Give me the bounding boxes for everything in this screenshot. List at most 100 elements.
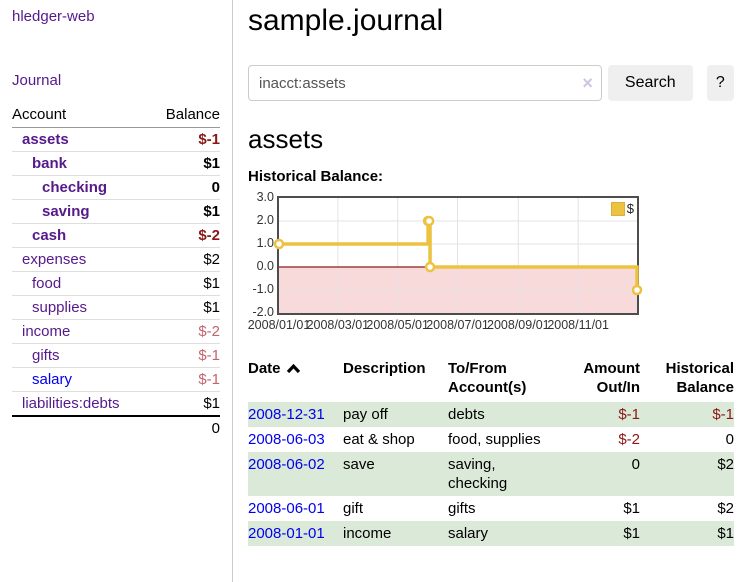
account-balance: $-1 (150, 367, 220, 392)
account-balance: $1 (150, 295, 220, 320)
accounts-total-row: 0 (12, 415, 220, 440)
account-row: cash $-2 (12, 223, 220, 248)
account-link[interactable]: liabilities:debts (22, 395, 120, 412)
register-header-description: Description (343, 360, 426, 377)
transaction-amount: $-1 (556, 402, 640, 427)
account-heading: assets (248, 124, 324, 154)
transaction-description: gift (343, 500, 364, 517)
account-link[interactable]: gifts (32, 347, 60, 364)
transaction-date-link[interactable]: 2008-01-01 (248, 525, 325, 542)
app-title-link[interactable]: hledger-web (12, 8, 95, 25)
transaction-balance: $2 (640, 452, 734, 496)
account-balance: 0 (150, 175, 220, 200)
account-link[interactable]: income (22, 323, 71, 340)
account-row: bank $1 (12, 151, 220, 176)
sidebar: hledger-web Journal Account Balance asse… (0, 0, 233, 582)
account-link[interactable]: assets (22, 131, 69, 148)
y-axis-tick-label: 1.0 (256, 236, 274, 250)
account-link[interactable]: expenses (22, 251, 87, 268)
account-balance: $1 (150, 271, 220, 296)
y-axis-tick-label: 3.0 (256, 190, 274, 204)
transaction-row: 2008-06-01 gift gifts $1 $2 (248, 496, 734, 521)
account-row: food $1 (12, 271, 220, 296)
y-axis-tick-label: -2.0 (252, 305, 274, 319)
chart-title: Historical Balance: (248, 168, 384, 185)
register-header-balance: Historical Balance (665, 360, 734, 396)
main-content: sample.journal × Search ? assets Histori… (248, 0, 734, 546)
chart-canvas (273, 198, 643, 313)
account-link[interactable]: salary (32, 371, 73, 388)
x-axis-tick-label: 2008/09/01 (487, 318, 550, 332)
search-button[interactable]: Search (607, 65, 693, 101)
account-balance: $-2 (150, 319, 220, 344)
legend-swatch-icon (610, 201, 625, 216)
account-row: saving $1 (12, 199, 220, 224)
transaction-accounts: salary (448, 521, 556, 546)
help-button[interactable]: ? (706, 65, 734, 101)
sidebar-item-journal[interactable]: Journal (12, 72, 62, 89)
account-link[interactable]: cash (32, 227, 67, 244)
account-row: assets $-1 (12, 127, 220, 152)
x-axis-tick-label: 2008/05/01 (366, 318, 429, 332)
register-table: Date Description To/From Account(s) Amou… (248, 357, 734, 546)
transaction-balance: $2 (717, 500, 734, 517)
transaction-amount: 0 (556, 452, 640, 496)
account-row: salary $-1 (12, 367, 220, 392)
account-row: gifts $-1 (12, 343, 220, 368)
accounts-total-value: 0 (150, 415, 220, 440)
page-title: sample.journal (248, 4, 444, 37)
account-row: income $-2 (12, 319, 220, 344)
account-balance: $-1 (150, 343, 220, 368)
accounts-header-balance: Balance (150, 104, 220, 128)
register-header-accounts: To/From Account(s) (448, 360, 527, 396)
transaction-date-link[interactable]: 2008-06-03 (248, 431, 325, 448)
search-box: × (248, 65, 602, 101)
account-row: expenses $2 (12, 247, 220, 272)
transaction-description: save (343, 452, 448, 496)
y-axis-tick-label: 2.0 (256, 213, 274, 227)
transaction-description: income (343, 521, 448, 546)
chart-plot-area: $ (273, 196, 643, 315)
transaction-amount: $-2 (618, 431, 640, 448)
transaction-row: 2008-12-31 pay off debts $-1 $-1 (248, 402, 734, 427)
transaction-row: 2008-06-03 eat & shop food, supplies $-2 0 (248, 427, 734, 452)
account-balance: $1 (150, 151, 220, 176)
account-link[interactable]: saving (42, 203, 90, 220)
register-header-date[interactable]: Date (248, 357, 343, 402)
chart-legend: $ (610, 201, 634, 216)
transaction-description: pay off (343, 402, 448, 427)
y-axis-tick-label: -1.0 (252, 282, 274, 296)
transaction-accounts: gifts (448, 500, 476, 517)
account-link[interactable]: food (32, 275, 62, 292)
transaction-balance: $-1 (640, 402, 734, 427)
account-link[interactable]: supplies (32, 299, 88, 316)
account-row: liabilities:debts $1 (12, 392, 220, 417)
x-axis-tick-label: 2008/11/01 (547, 318, 609, 332)
account-link[interactable]: checking (42, 179, 108, 196)
transaction-date-link[interactable]: 2008-06-01 (248, 500, 325, 517)
account-row: checking 0 (12, 175, 220, 200)
account-balance: $-1 (150, 127, 220, 152)
account-balance: $-2 (150, 223, 220, 248)
transaction-row: 2008-06-02 save saving, checking 0 $2 (248, 452, 734, 496)
legend-label: $ (626, 201, 634, 216)
x-axis-tick-label: 2008/01/01 (247, 318, 311, 332)
transaction-accounts: debts (448, 402, 556, 427)
transaction-balance: $1 (640, 521, 734, 546)
accounts-header-account: Account (12, 104, 151, 128)
account-balance: $1 (203, 395, 220, 412)
transaction-description: eat & shop (343, 431, 415, 448)
account-link[interactable]: bank (32, 155, 68, 172)
register-header-amount: Amount Out/In (583, 360, 640, 396)
account-row: supplies $1 (12, 295, 220, 320)
search-form: × Search ? (248, 65, 734, 101)
transaction-date-link[interactable]: 2008-06-02 (248, 456, 325, 473)
y-axis-tick-label: 0.0 (256, 259, 274, 273)
accounts-table: Account Balance assets $-1 bank $1 checking 0… (12, 104, 220, 440)
x-axis-tick-label: 2008/07/01 (426, 318, 489, 332)
transaction-balance: 0 (725, 431, 734, 448)
clear-search-icon[interactable]: × (582, 73, 593, 93)
search-input[interactable] (248, 65, 602, 101)
transaction-accounts: food, supplies (448, 431, 541, 448)
transaction-date-link[interactable]: 2008-12-31 (248, 406, 325, 423)
